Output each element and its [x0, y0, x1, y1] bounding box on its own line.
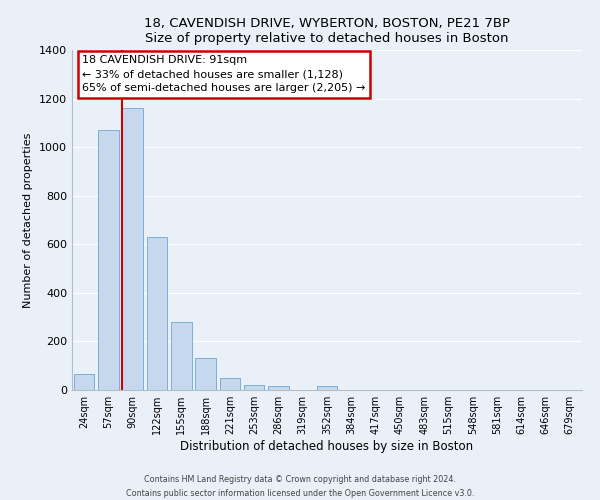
Bar	[244, 385, 265, 390]
X-axis label: Distribution of detached houses by size in Boston: Distribution of detached houses by size …	[181, 440, 473, 453]
Y-axis label: Number of detached properties: Number of detached properties	[23, 132, 34, 308]
Bar	[171, 322, 191, 390]
Title: 18, CAVENDISH DRIVE, WYBERTON, BOSTON, PE21 7BP
Size of property relative to det: 18, CAVENDISH DRIVE, WYBERTON, BOSTON, P…	[144, 16, 510, 44]
Bar	[317, 386, 337, 390]
Text: Contains HM Land Registry data © Crown copyright and database right 2024.
Contai: Contains HM Land Registry data © Crown c…	[126, 476, 474, 498]
Bar	[268, 386, 289, 390]
Bar	[146, 236, 167, 390]
Bar	[74, 374, 94, 390]
Bar	[122, 108, 143, 390]
Text: 18 CAVENDISH DRIVE: 91sqm
← 33% of detached houses are smaller (1,128)
65% of se: 18 CAVENDISH DRIVE: 91sqm ← 33% of detac…	[82, 55, 365, 93]
Bar	[195, 358, 216, 390]
Bar	[98, 130, 119, 390]
Bar	[220, 378, 240, 390]
